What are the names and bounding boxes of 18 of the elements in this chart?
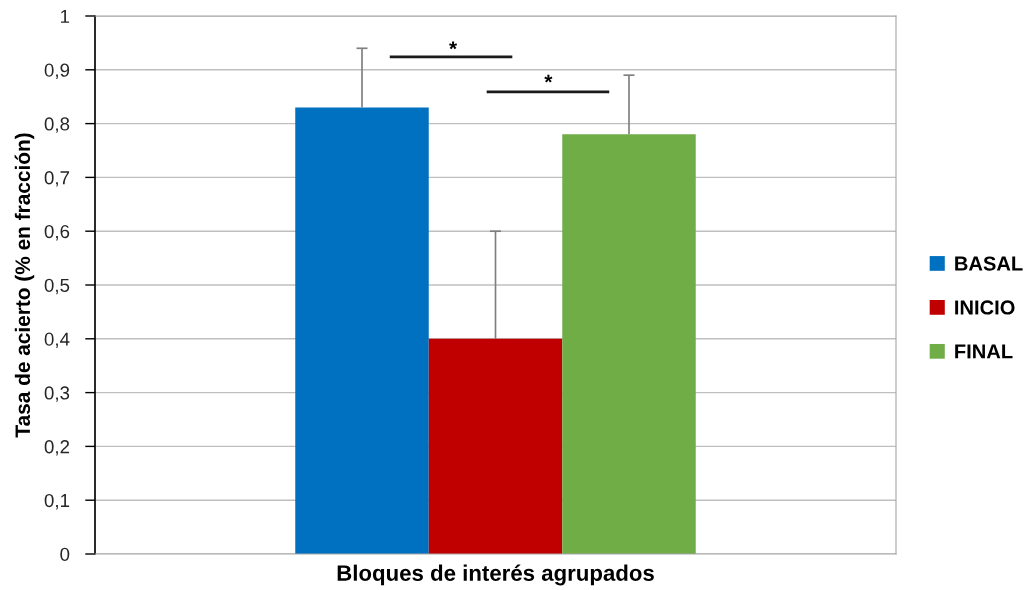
y-axis-title: Tasa de acierto (% en fracción) xyxy=(14,133,35,438)
y-tick-label: 0,3 xyxy=(44,386,70,402)
legend-label: BASAL xyxy=(955,256,1023,271)
legend-label: INICIO xyxy=(955,300,1015,315)
x-axis-title: Bloques de interés agrupados xyxy=(337,564,654,586)
y-tick-label: 0 xyxy=(60,547,70,561)
annotation: * xyxy=(544,74,553,83)
annotation: * xyxy=(449,41,458,50)
legend-label: FINAL xyxy=(955,344,1013,359)
y-tick-label: 0,7 xyxy=(44,171,70,187)
y-tick-label: 0,1 xyxy=(44,493,70,510)
y-tick-label: 0,9 xyxy=(44,63,70,79)
y-tick-label: 0,8 xyxy=(44,117,70,133)
y-tick-label: 0,5 xyxy=(44,278,70,295)
y-tick-label: 0,2 xyxy=(44,440,70,456)
y-tick-label: 0,6 xyxy=(44,224,70,241)
y-tick-label: 1 xyxy=(61,9,70,23)
y-tick-label: 0,4 xyxy=(44,332,70,348)
